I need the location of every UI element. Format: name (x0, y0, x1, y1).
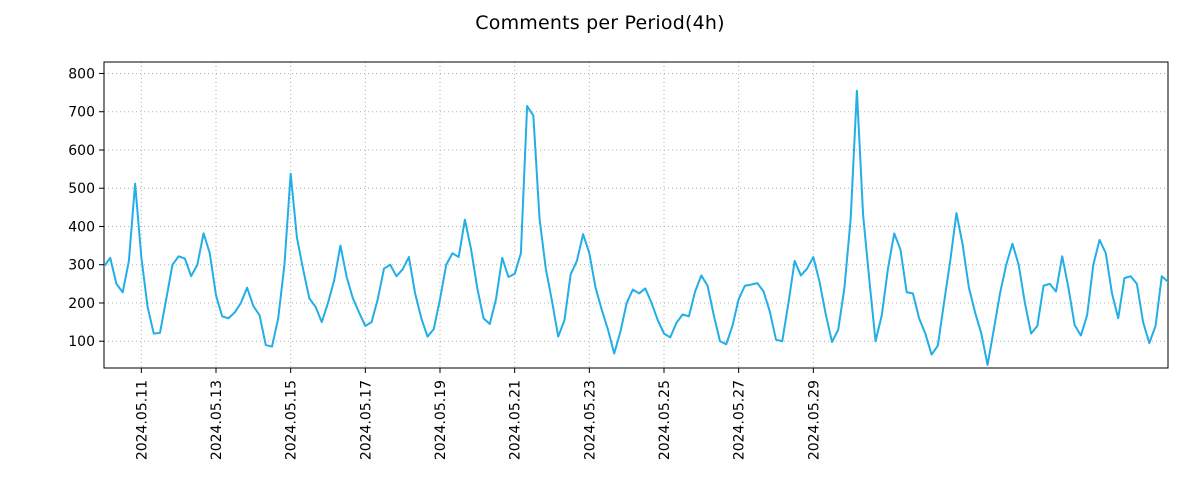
x-axis-tick-label: 2024.05.19 (433, 380, 449, 460)
x-axis-tick-label: 2024.05.27 (732, 380, 748, 460)
x-axis-tick-label: 2024.05.25 (657, 380, 673, 460)
y-axis-tick-label: 500 (68, 181, 95, 197)
y-axis-tick-label: 800 (68, 66, 95, 82)
x-axis-tick-label: 2024.05.29 (806, 380, 822, 460)
x-axis-tick-label: 2024.05.21 (508, 380, 524, 460)
y-axis-tick-label: 100 (68, 334, 95, 350)
y-axis-tick-label: 200 (68, 296, 95, 312)
data-series-line (104, 89, 1168, 366)
x-axis-tick-label: 2024.05.23 (582, 380, 598, 460)
x-axis-tick-label: 2024.05.11 (134, 380, 150, 460)
x-axis-tick-label: 2024.05.13 (209, 380, 225, 460)
y-axis-tick-label: 700 (68, 105, 95, 121)
y-axis-tick-label: 600 (68, 143, 95, 159)
x-axis-tick-label: 2024.05.17 (358, 380, 374, 460)
chart-title: Comments per Period(4h) (475, 12, 725, 34)
y-axis-tick-label: 400 (68, 219, 95, 235)
plot-frame (103, 61, 1169, 369)
y-axis-tick-label: 300 (68, 258, 95, 274)
x-axis-tick-label: 2024.05.15 (284, 380, 300, 460)
